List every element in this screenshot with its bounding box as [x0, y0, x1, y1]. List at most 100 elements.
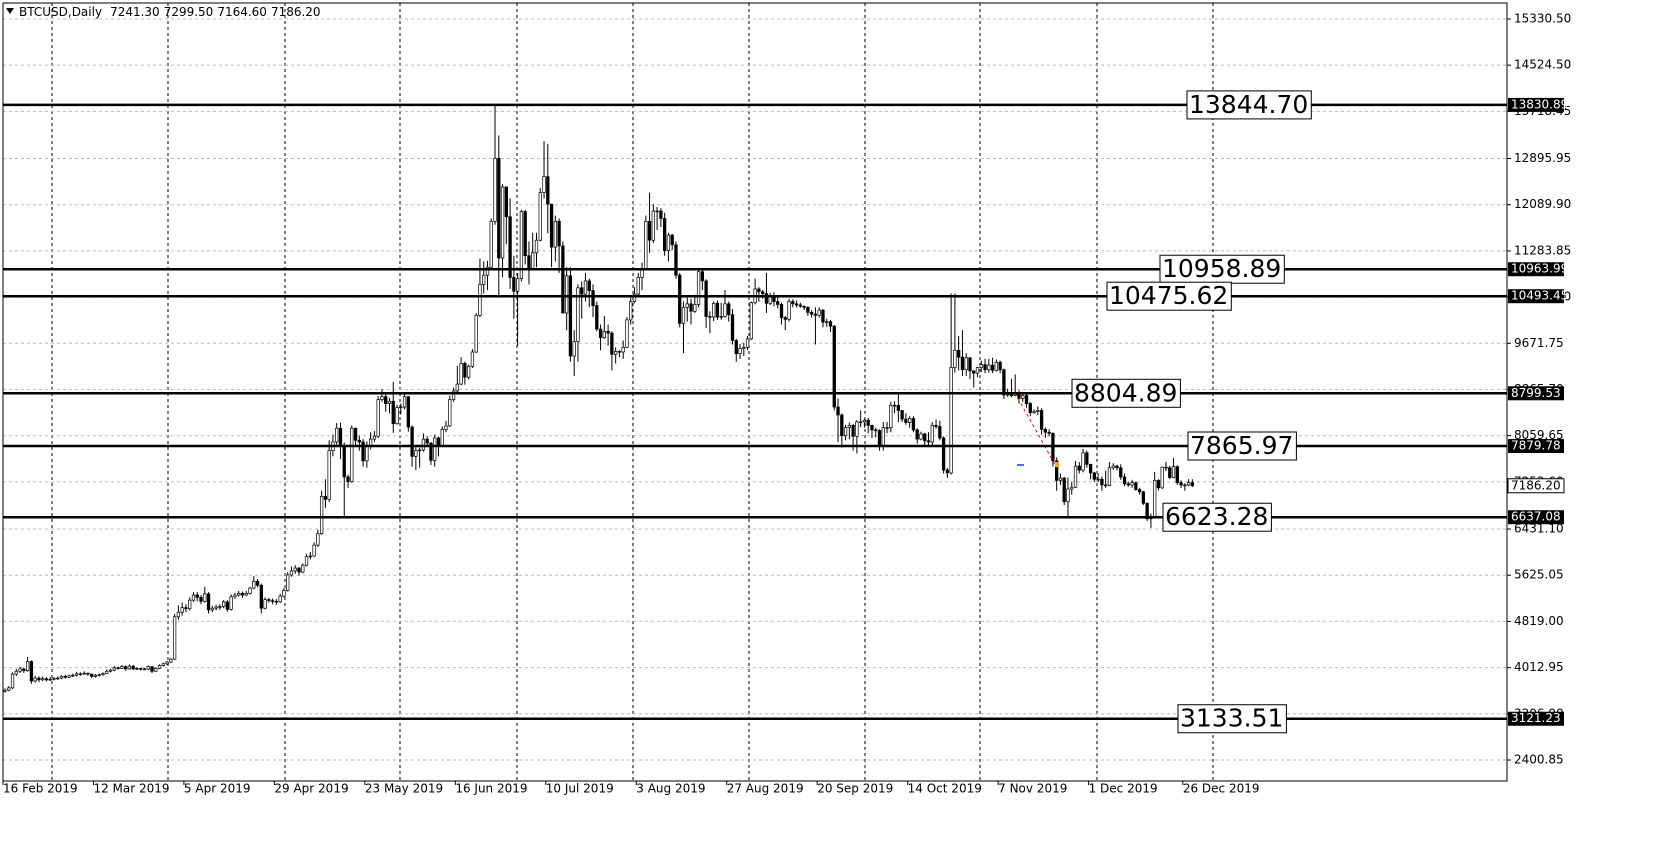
- candle-body: [874, 429, 878, 432]
- candle-body: [1088, 463, 1093, 474]
- candle-body: [738, 348, 742, 355]
- candle-body: [384, 396, 388, 404]
- candle-body: [482, 274, 486, 285]
- x-tick-label: 29 Apr 2019: [274, 782, 348, 796]
- candle-body: [975, 367, 980, 374]
- candle-body: [1104, 484, 1108, 487]
- candle-body: [934, 425, 938, 427]
- candle-body: [191, 594, 196, 601]
- candle-body: [580, 287, 584, 295]
- candle-body: [851, 425, 855, 437]
- ohlc-value: 7186.20: [271, 5, 321, 19]
- candle-body: [534, 239, 539, 254]
- candle-body: [278, 595, 282, 603]
- candle-body: [1153, 480, 1157, 518]
- candle-body: [730, 314, 735, 341]
- candle-body: [1183, 484, 1187, 487]
- candle-body: [810, 312, 814, 315]
- candle-body: [248, 587, 252, 594]
- candle-body: [987, 364, 991, 371]
- candle-body: [926, 440, 931, 443]
- candle-body: [169, 658, 173, 663]
- candle-body: [244, 592, 248, 596]
- candle-body: [591, 290, 595, 306]
- candle-body: [338, 427, 343, 447]
- y-tick-label: 4819.00: [1514, 614, 1564, 628]
- candle-body: [549, 203, 554, 248]
- candle-body: [350, 427, 354, 482]
- candle-body: [847, 425, 852, 429]
- candle-body: [139, 668, 143, 670]
- candle-body: [63, 676, 67, 678]
- candle-body: [779, 304, 784, 318]
- candle-body: [828, 321, 833, 327]
- candle-body: [429, 442, 433, 461]
- candle-body: [3, 689, 7, 692]
- candle-body: [689, 303, 693, 312]
- candle-body: [267, 599, 271, 602]
- candle-body: [188, 599, 192, 610]
- candle-body: [142, 668, 147, 671]
- candle-body: [105, 670, 109, 674]
- candle-body: [157, 665, 162, 669]
- candle-body: [647, 220, 652, 241]
- candle-body: [693, 304, 697, 312]
- candle-body: [576, 287, 580, 343]
- candle-body: [451, 390, 456, 400]
- candle-body: [787, 301, 791, 320]
- level-label: 7879.78: [1511, 439, 1561, 453]
- x-tick-label: 26 Dec 2019: [1183, 782, 1260, 796]
- candle-body: [361, 441, 365, 462]
- candle-body: [813, 313, 818, 316]
- candle-body: [870, 425, 874, 431]
- candle-body: [7, 687, 11, 691]
- candle-body: [372, 435, 377, 440]
- candle-body: [561, 245, 565, 314]
- grid: 15330.5014524.5013718.4512895.9512089.90…: [2, 3, 1571, 796]
- annotation: 10958.89: [1162, 254, 1281, 283]
- candle-body: [941, 437, 946, 471]
- candle-body: [402, 396, 407, 408]
- candle-body: [25, 661, 30, 672]
- candle-body: [508, 216, 512, 278]
- candle-body: [742, 347, 746, 349]
- candle-body: [519, 211, 524, 279]
- candle-body: [670, 234, 674, 246]
- candle-body: [945, 469, 950, 474]
- x-tick-label: 23 May 2019: [365, 782, 443, 796]
- candle-body: [1119, 467, 1123, 478]
- candle-body: [410, 426, 414, 457]
- x-tick-label: 27 Aug 2019: [727, 782, 804, 796]
- candle-body: [885, 427, 889, 429]
- candle-body: [504, 186, 508, 218]
- trend-arrow: [1014, 392, 1058, 469]
- chart-title: BTCUSD,Daily 7241.30 7299.50 7164.60 7186.20: [19, 5, 321, 19]
- candle-body: [90, 673, 94, 677]
- candle-body: [772, 296, 776, 302]
- candle-body: [436, 437, 441, 446]
- x-tick-label: 14 Oct 2019: [908, 782, 982, 796]
- candle-body: [112, 667, 116, 671]
- candle-body: [10, 673, 15, 689]
- annotation-box: [1162, 502, 1272, 532]
- candle-body: [225, 601, 230, 610]
- candle-body: [365, 445, 369, 462]
- candle-body: [448, 399, 452, 427]
- candle-body: [1066, 488, 1070, 502]
- candle-body: [953, 349, 957, 368]
- candle-body: [798, 304, 802, 307]
- candle-body: [783, 317, 787, 320]
- candle-body: [1107, 467, 1112, 486]
- candle-body: [353, 427, 358, 441]
- candle-body: [127, 665, 132, 670]
- candle-body: [979, 364, 983, 368]
- candle-body: [1077, 465, 1081, 471]
- candle-body: [840, 414, 844, 437]
- candle-body: [165, 661, 169, 665]
- candle-body: [391, 400, 395, 424]
- candle-body: [542, 176, 546, 194]
- candle-body: [957, 349, 961, 358]
- candle-body: [406, 396, 410, 428]
- candle-body: [74, 673, 79, 676]
- candle-body: [1171, 466, 1176, 478]
